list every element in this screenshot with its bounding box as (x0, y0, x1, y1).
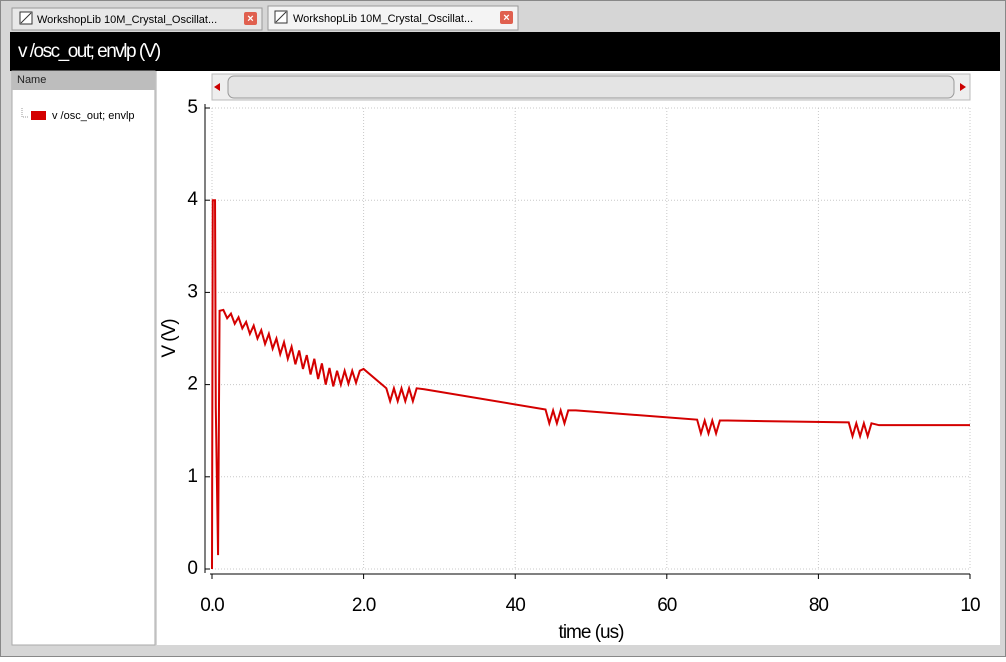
y-tick-label: 5 (187, 97, 197, 118)
x-tick-label: 80 (809, 595, 829, 616)
series-line (211, 199, 970, 570)
tab-close[interactable] (244, 12, 257, 25)
x-tick-label: 40 (506, 595, 526, 616)
tab-icon-mark (275, 11, 287, 23)
x-tick-label: 0.0 (200, 595, 224, 616)
tab-close-x: × (247, 13, 253, 25)
x-tick-label: 10 (960, 595, 980, 616)
panel-header (12, 71, 155, 90)
legend-label[interactable]: v /osc_out; envlp (52, 110, 135, 122)
tab-close[interactable] (500, 11, 513, 24)
scroll-thumb[interactable] (227, 75, 955, 99)
tab[interactable] (11, 7, 263, 31)
legend-swatch[interactable] (31, 111, 46, 120)
tree-line (21, 108, 28, 118)
tab-active[interactable] (267, 5, 519, 31)
x-axis-label: time (us) (559, 622, 625, 643)
panel-header-label: Name (17, 74, 46, 86)
y-tick-label: 4 (187, 189, 198, 210)
plot-panel (157, 71, 1000, 645)
y-tick-label: 0 (187, 558, 197, 579)
scroll-left[interactable] (214, 83, 220, 91)
plot: 0 1 2 3 4 5 0.0 2.0 40 60 80 10 time (us) V (V) (159, 97, 981, 643)
legend-panel (11, 70, 156, 646)
tab-label: WorkshopLib 10M_Crystal_Oscillat... (37, 14, 217, 26)
y-tick-label: 1 (187, 466, 197, 487)
tab-label: WorkshopLib 10M_Crystal_Oscillat... (293, 13, 473, 25)
x-tick-label: 60 (657, 595, 677, 616)
title-bar (10, 32, 1000, 71)
y-axis-label: V (V) (159, 319, 180, 358)
scroll-right[interactable] (960, 83, 966, 91)
tab-icon-mark (20, 12, 32, 24)
y-tick-label: 3 (187, 281, 197, 302)
x-tick-label: 2.0 (352, 595, 376, 616)
tab-close-x: × (503, 12, 509, 24)
chart-title: v /osc_out; envlp (V) (18, 41, 161, 62)
y-tick-label: 2 (187, 374, 197, 395)
